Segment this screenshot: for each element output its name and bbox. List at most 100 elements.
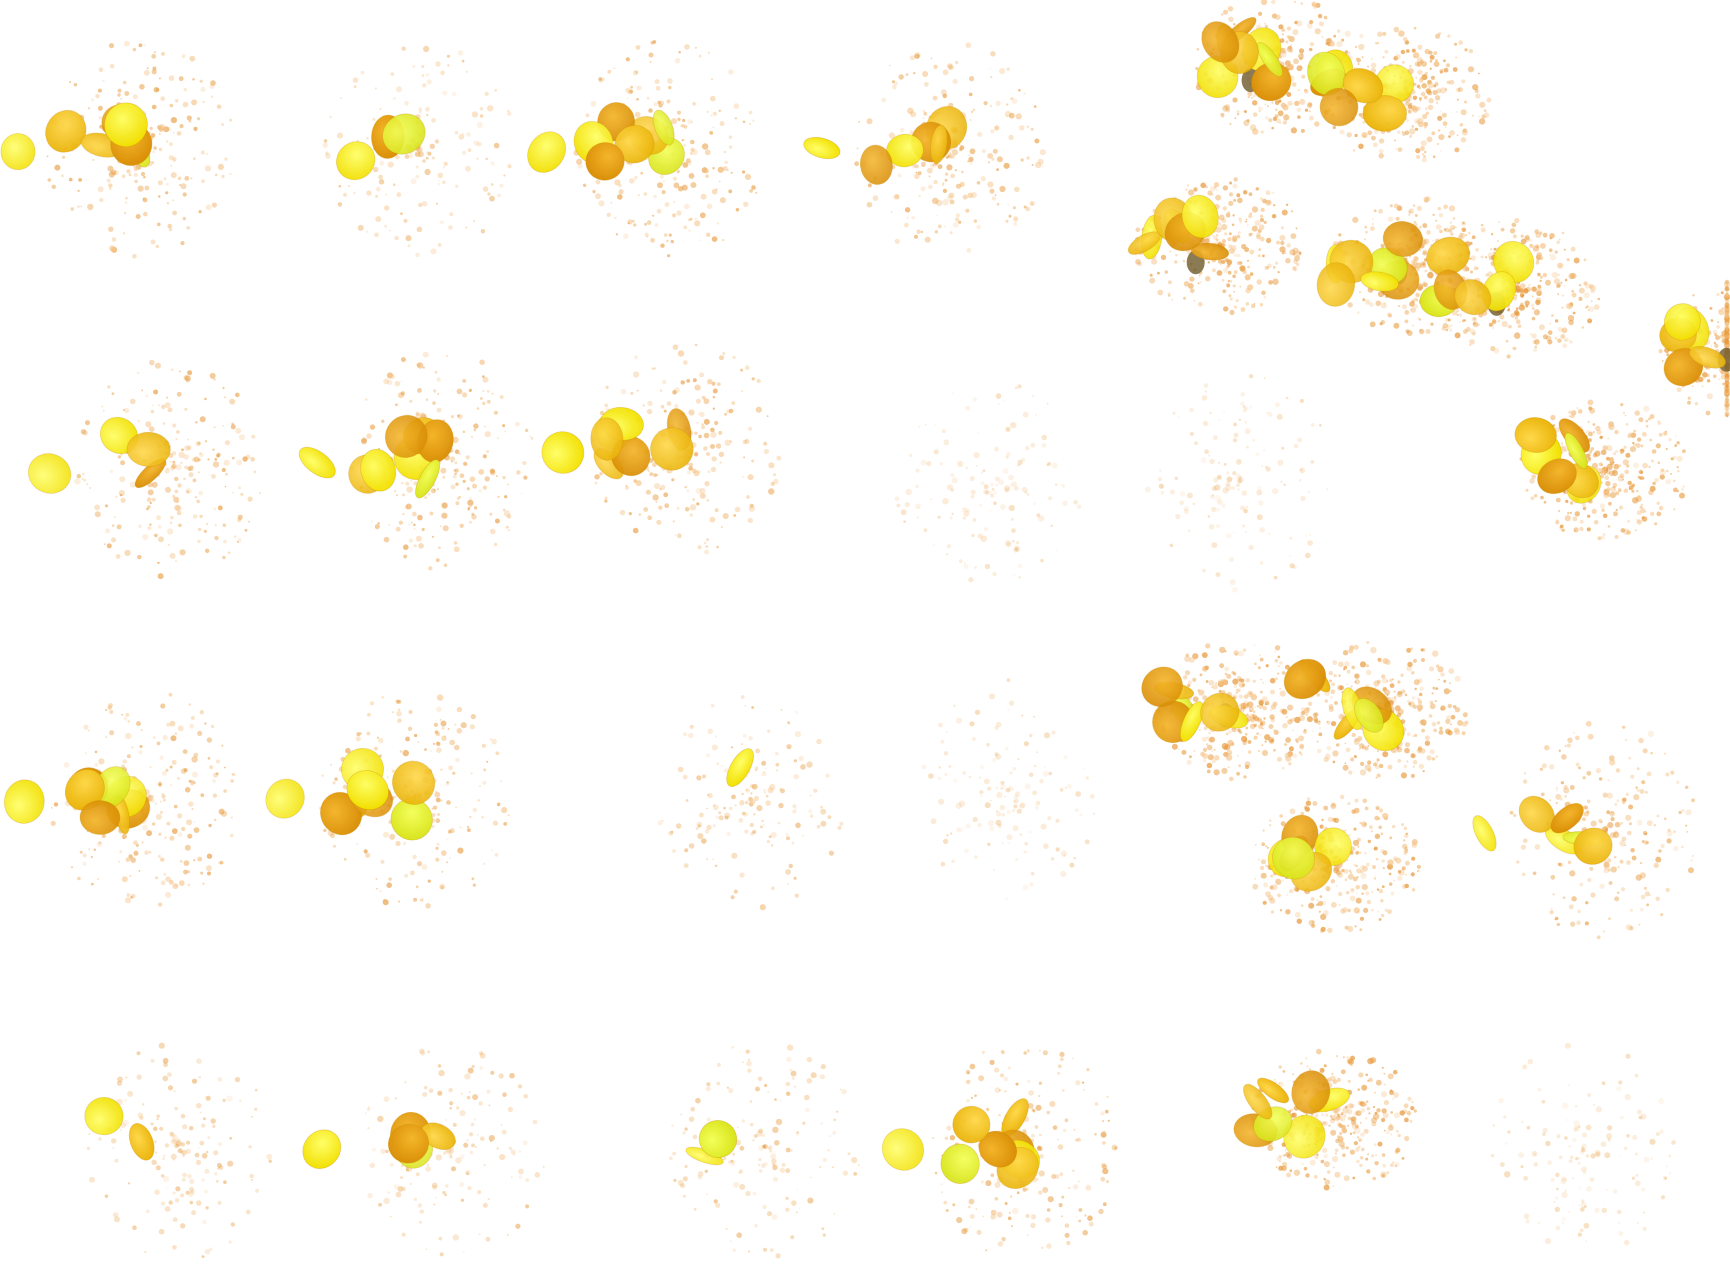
sparkle-particle <box>1439 70 1443 74</box>
sparkle-particle <box>1296 20 1303 27</box>
sparkle-particle <box>696 502 700 506</box>
sparkle-particle <box>1274 114 1279 119</box>
sparkle-particle <box>1369 302 1374 307</box>
sparkle-particle <box>1676 387 1682 393</box>
sparkle-particle <box>1588 457 1592 460</box>
sparkle-particle <box>712 407 715 410</box>
sparkle-particle <box>466 828 471 833</box>
sparkle-particle <box>454 744 460 751</box>
sparkle-particle <box>933 544 935 546</box>
sparkle-particle <box>417 514 423 521</box>
sparkle-particle <box>1582 506 1587 511</box>
sparkle-particle <box>415 411 420 416</box>
sparkle-particle <box>906 217 909 219</box>
sparkle-particle <box>649 472 654 476</box>
sparkle-particle <box>379 108 382 111</box>
sparkle-particle <box>221 174 225 179</box>
sparkle-particle <box>856 147 859 150</box>
sparkle-particle <box>198 857 203 862</box>
sparkle-particle <box>479 107 484 111</box>
sparkle-particle <box>721 765 724 767</box>
sparkle-particle <box>482 401 486 406</box>
sparkle-particle <box>1055 483 1058 486</box>
sparkle-particle <box>1569 501 1574 505</box>
sparkle-particle <box>1233 422 1237 427</box>
sparkle-particle <box>706 498 710 502</box>
sparkle-particle <box>143 69 150 76</box>
sparkle-particle <box>1725 327 1729 331</box>
sparkle-particle <box>1628 487 1631 490</box>
sparkle-particle <box>1259 236 1265 242</box>
sparkle-particle <box>1204 238 1210 244</box>
sparkle-particle <box>1246 119 1250 123</box>
sparkle-particle <box>1256 514 1263 521</box>
sparkle-particle <box>330 763 333 766</box>
sparkle-particle <box>497 193 501 198</box>
sparkle-particle <box>913 72 916 75</box>
sparkle-particle <box>124 549 131 557</box>
sparkle-particle <box>177 725 184 732</box>
sparkle-particle <box>437 488 439 491</box>
sparkle-particle <box>987 181 994 188</box>
sparkle-particle <box>740 368 744 372</box>
sparkle-particle <box>193 821 195 823</box>
sparkle-particle <box>760 825 763 829</box>
sparkle-particle <box>1467 231 1471 235</box>
sparkle-particle <box>1472 84 1479 91</box>
sparkle-particle <box>1289 49 1294 53</box>
sparkle-particle <box>431 807 434 810</box>
sparkle-particle <box>1668 438 1672 442</box>
sparkle-particle <box>1244 428 1251 435</box>
sparkle-particle <box>1449 328 1453 332</box>
sparkle-particle <box>1216 474 1222 480</box>
sparkle-particle <box>637 194 640 197</box>
sparkle-particle <box>1662 360 1664 362</box>
sparkle-particle <box>905 73 909 76</box>
sparkle-particle <box>440 70 445 76</box>
sparkle-particle <box>1677 470 1680 473</box>
sparkle-particle <box>1012 808 1016 813</box>
sparkle-particle <box>1432 155 1436 158</box>
sparkle-particle <box>213 426 216 429</box>
sparkle-particle <box>1551 271 1558 279</box>
sparkle-particle <box>1439 229 1443 234</box>
sparkle-particle <box>171 828 178 834</box>
sparkle-particle <box>172 157 177 162</box>
sparkle-particle <box>773 478 779 485</box>
sparkle-particle <box>753 795 760 801</box>
sparkle-particle <box>1420 140 1427 147</box>
sparkle-particle <box>1179 491 1186 497</box>
sparkle-particle <box>416 362 421 368</box>
sparkle-particle <box>1569 511 1572 514</box>
sparkle-particle <box>1357 63 1360 65</box>
sparkle-particle <box>1414 214 1418 217</box>
sparkle-particle <box>953 704 956 708</box>
sparkle-particle <box>1444 88 1448 91</box>
sparkle-particle <box>1540 243 1546 249</box>
sparkle-particle <box>154 533 158 538</box>
sparkle-particle <box>614 179 621 186</box>
sparkle-particle <box>160 880 166 886</box>
sparkle-particle <box>332 781 336 785</box>
sparkle-particle <box>1362 120 1366 124</box>
sparkle-particle <box>151 161 155 164</box>
sparkle-particle <box>1490 248 1492 250</box>
sparkle-particle <box>125 732 132 740</box>
sparkle-particle <box>1583 258 1587 262</box>
sparkle-particle <box>1309 20 1314 25</box>
sparkle-particle <box>507 529 510 532</box>
sparkle-particle <box>749 189 753 193</box>
sparkle-particle <box>433 389 437 393</box>
sparkle-particle <box>92 158 95 162</box>
sparkle-particle <box>1560 442 1564 445</box>
sparkle-particle <box>224 485 227 488</box>
sparkle-particle <box>435 61 441 67</box>
sparkle-particle <box>224 157 228 161</box>
sparkle-particle <box>1420 91 1426 97</box>
sparkle-particle <box>1434 95 1441 101</box>
sparkle-particle <box>1237 488 1241 491</box>
sparkle-particle <box>1258 500 1264 506</box>
sparkle-particle <box>1469 257 1472 260</box>
sparkle-particle <box>1549 322 1551 325</box>
sparkle-particle <box>666 239 669 243</box>
